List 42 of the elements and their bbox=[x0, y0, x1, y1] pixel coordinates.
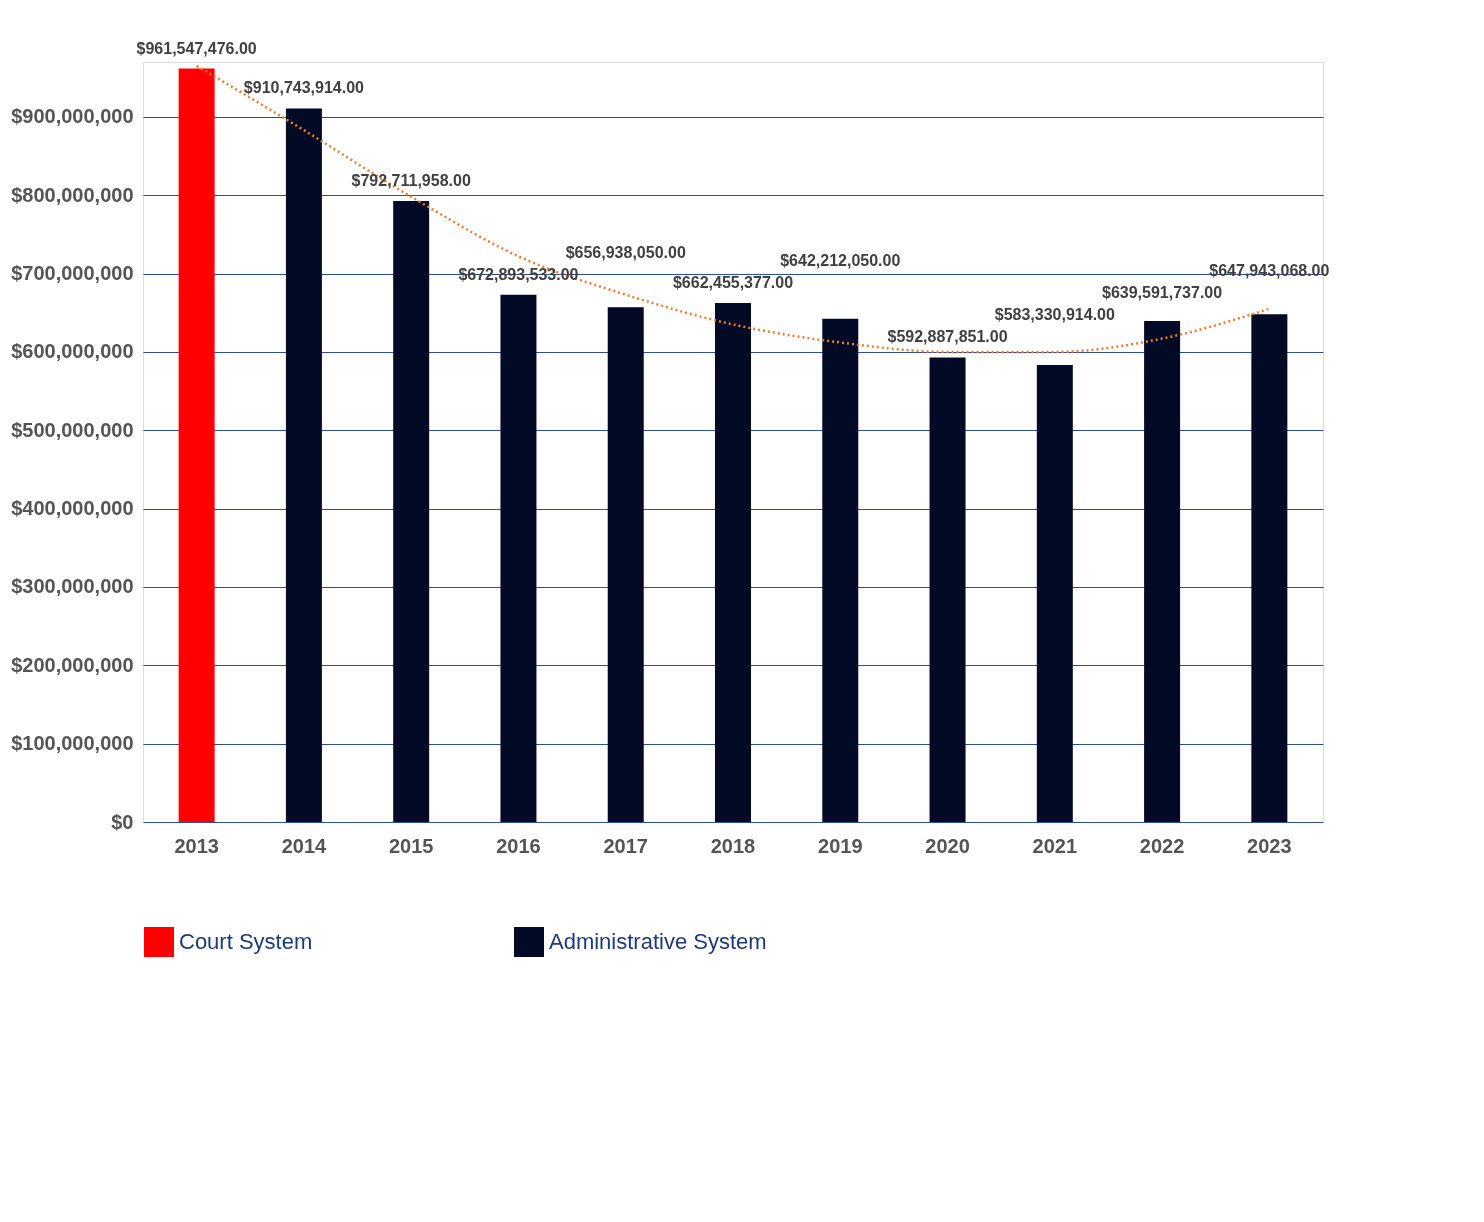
data-label: $662,455,377.00 bbox=[672, 273, 794, 291]
y-tick-label: $900,000,000 bbox=[11, 105, 134, 128]
y-tick-label: $400,000,000 bbox=[11, 497, 134, 520]
y-tick-label: $500,000,000 bbox=[11, 418, 134, 441]
x-tick-label: 2019 bbox=[818, 834, 863, 857]
bar bbox=[285, 108, 322, 822]
data-label: $583,330,914.00 bbox=[994, 306, 1115, 324]
y-tick-label: $600,000,000 bbox=[11, 340, 134, 363]
y-tick-label: $200,000,000 bbox=[11, 653, 134, 676]
bar bbox=[607, 307, 644, 822]
bar bbox=[822, 318, 859, 822]
legend-label: Administrative System bbox=[549, 929, 767, 954]
bar bbox=[1144, 320, 1181, 822]
legend-label: Court System bbox=[179, 929, 313, 954]
y-tick-label: $0 bbox=[111, 810, 134, 833]
bar bbox=[500, 294, 537, 822]
bar bbox=[1251, 314, 1288, 822]
x-tick-label: 2014 bbox=[281, 834, 328, 857]
bar bbox=[393, 200, 430, 822]
data-label: $910,743,914.00 bbox=[243, 79, 365, 97]
x-tick-label: 2018 bbox=[710, 834, 756, 857]
x-tick-label: 2020 bbox=[925, 834, 970, 857]
x-tick-label: 2022 bbox=[1139, 834, 1185, 857]
x-tick-label: 2017 bbox=[603, 834, 648, 857]
x-tick-label: 2013 bbox=[174, 834, 219, 857]
y-tick-label: $800,000,000 bbox=[11, 183, 134, 206]
data-label: $642,212,050.00 bbox=[780, 251, 901, 269]
bar bbox=[1036, 364, 1073, 822]
x-tick-label: 2016 bbox=[496, 834, 541, 857]
bar bbox=[929, 357, 966, 822]
data-label: $961,547,476.00 bbox=[136, 39, 257, 57]
x-tick-label: 2023 bbox=[1247, 834, 1292, 857]
data-label: $656,938,050.00 bbox=[565, 243, 686, 261]
y-tick-label: $100,000,000 bbox=[11, 732, 134, 755]
data-label: $639,591,737.00 bbox=[1102, 284, 1223, 302]
x-tick-label: 2021 bbox=[1032, 834, 1078, 857]
bar bbox=[715, 302, 751, 822]
y-tick-label: $700,000,000 bbox=[11, 262, 134, 285]
x-tick-label: 2015 bbox=[388, 834, 434, 857]
bar bbox=[178, 68, 215, 822]
y-tick-label: $300,000,000 bbox=[11, 575, 134, 598]
data-label: $592,887,851.00 bbox=[887, 328, 1008, 346]
